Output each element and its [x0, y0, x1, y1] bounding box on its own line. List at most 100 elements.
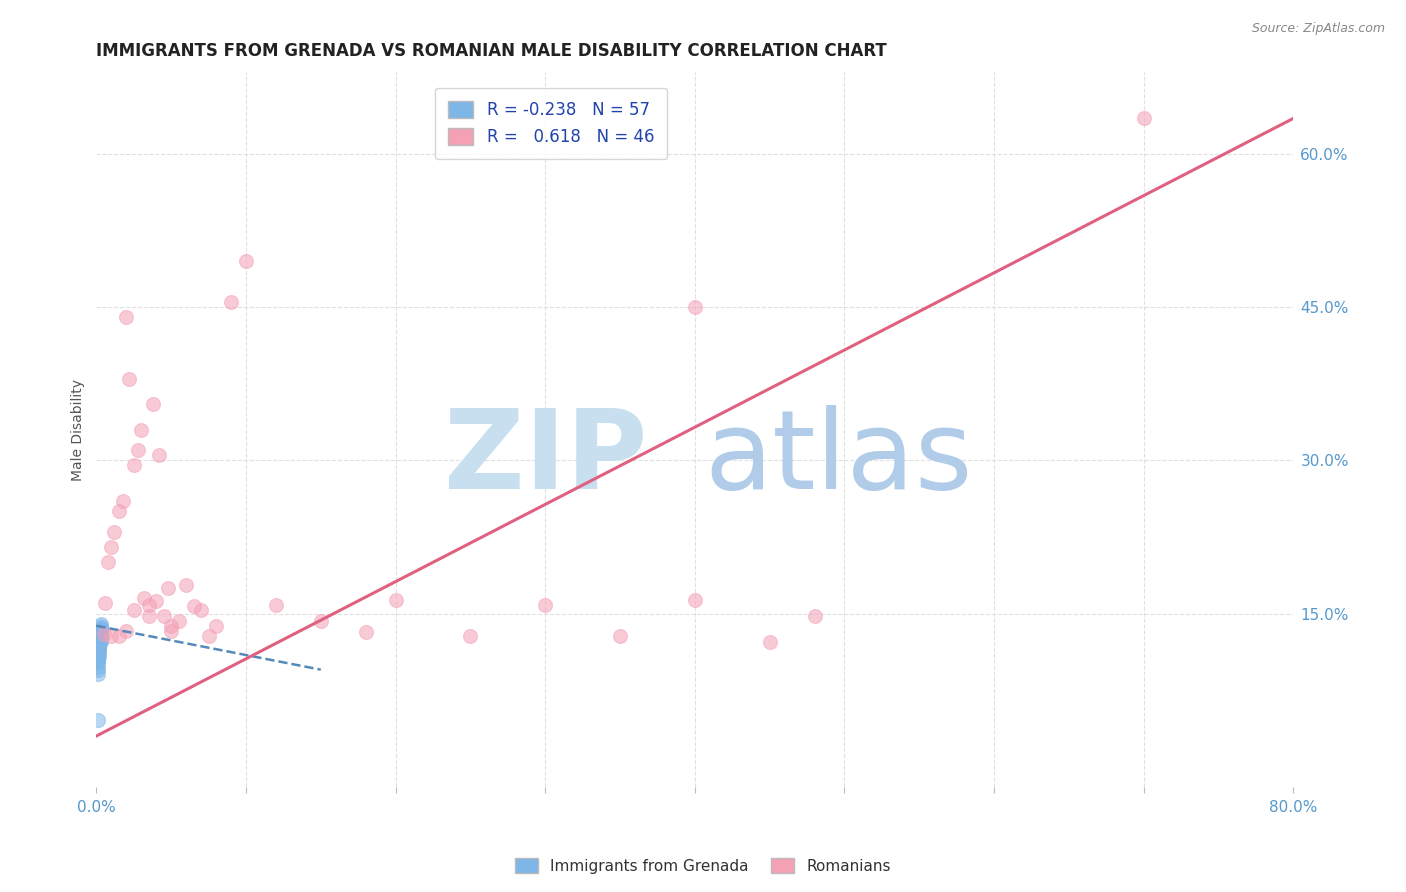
Point [460, 629, 482, 643]
Point [683, 300, 706, 314]
Point [87, 652, 110, 666]
Point [157, 581, 180, 595]
Point [87, 644, 110, 658]
Point [90, 624, 112, 639]
Point [115, 310, 138, 325]
Point [90, 621, 112, 635]
Point [89, 631, 111, 645]
Y-axis label: Male Disability: Male Disability [72, 379, 86, 481]
Point [167, 614, 190, 628]
Point [89, 629, 111, 643]
Point [87, 637, 110, 651]
Point [87, 666, 110, 681]
Point [87, 648, 110, 662]
Point [87, 643, 110, 657]
Point [122, 603, 145, 617]
Point [129, 423, 152, 437]
Point [89, 630, 111, 644]
Point [93, 627, 115, 641]
Point [148, 448, 170, 462]
Point [609, 629, 631, 643]
Point [90, 623, 112, 637]
Text: ZIP: ZIP [444, 405, 647, 512]
Point [89, 634, 111, 648]
Point [87, 646, 110, 660]
Point [87, 659, 110, 673]
Point [89, 650, 111, 665]
Point [100, 540, 122, 554]
Point [89, 629, 111, 643]
Point [89, 636, 111, 650]
Point [89, 632, 111, 646]
Text: atlas: atlas [704, 405, 973, 512]
Point [90, 629, 112, 643]
Point [354, 624, 377, 639]
Point [87, 638, 110, 652]
Legend: Immigrants from Grenada, Romanians: Immigrants from Grenada, Romanians [509, 852, 897, 880]
Point [309, 614, 332, 628]
Point [160, 619, 183, 633]
Point [683, 593, 706, 607]
Point [87, 649, 110, 664]
Point [758, 635, 780, 649]
Point [90, 626, 112, 640]
Point [90, 624, 112, 639]
Point [89, 628, 111, 642]
Point [87, 713, 110, 727]
Point [90, 627, 112, 641]
Point [89, 637, 111, 651]
Text: Source: ZipAtlas.com: Source: ZipAtlas.com [1251, 22, 1385, 36]
Point [87, 650, 110, 665]
Point [89, 630, 111, 644]
Point [87, 627, 110, 641]
Point [122, 458, 145, 473]
Point [103, 524, 125, 539]
Point [89, 635, 111, 649]
Point [160, 624, 183, 638]
Legend: R = -0.238   N = 57, R =   0.618   N = 46: R = -0.238 N = 57, R = 0.618 N = 46 [434, 88, 668, 160]
Point [89, 635, 111, 649]
Point [97, 556, 120, 570]
Point [87, 642, 110, 657]
Point [183, 599, 205, 614]
Point [1132, 112, 1154, 126]
Point [190, 603, 212, 617]
Point [384, 593, 406, 607]
Point [534, 599, 557, 613]
Point [142, 397, 165, 411]
Point [138, 608, 160, 623]
Point [89, 641, 111, 656]
Point [87, 655, 110, 669]
Point [145, 594, 167, 608]
Point [115, 624, 138, 638]
Point [803, 608, 825, 623]
Point [87, 663, 110, 677]
Point [87, 632, 110, 646]
Point [152, 608, 174, 623]
Point [138, 599, 160, 613]
Point [235, 254, 257, 268]
Point [264, 599, 287, 613]
Point [90, 631, 112, 645]
Point [94, 596, 117, 610]
Point [174, 578, 197, 592]
Point [89, 645, 111, 659]
Point [89, 639, 111, 653]
Point [87, 645, 110, 659]
Point [134, 591, 156, 606]
Point [90, 633, 112, 648]
Point [89, 638, 111, 652]
Point [89, 637, 111, 651]
Point [89, 645, 111, 659]
Text: IMMIGRANTS FROM GRENADA VS ROMANIAN MALE DISABILITY CORRELATION CHART: IMMIGRANTS FROM GRENADA VS ROMANIAN MALE… [97, 42, 887, 60]
Point [87, 656, 110, 670]
Point [90, 616, 112, 631]
Point [127, 443, 149, 458]
Point [107, 629, 129, 643]
Point [112, 494, 135, 508]
Point [100, 629, 122, 643]
Point [219, 295, 242, 310]
Point [89, 642, 111, 657]
Point [90, 619, 112, 633]
Point [87, 639, 110, 653]
